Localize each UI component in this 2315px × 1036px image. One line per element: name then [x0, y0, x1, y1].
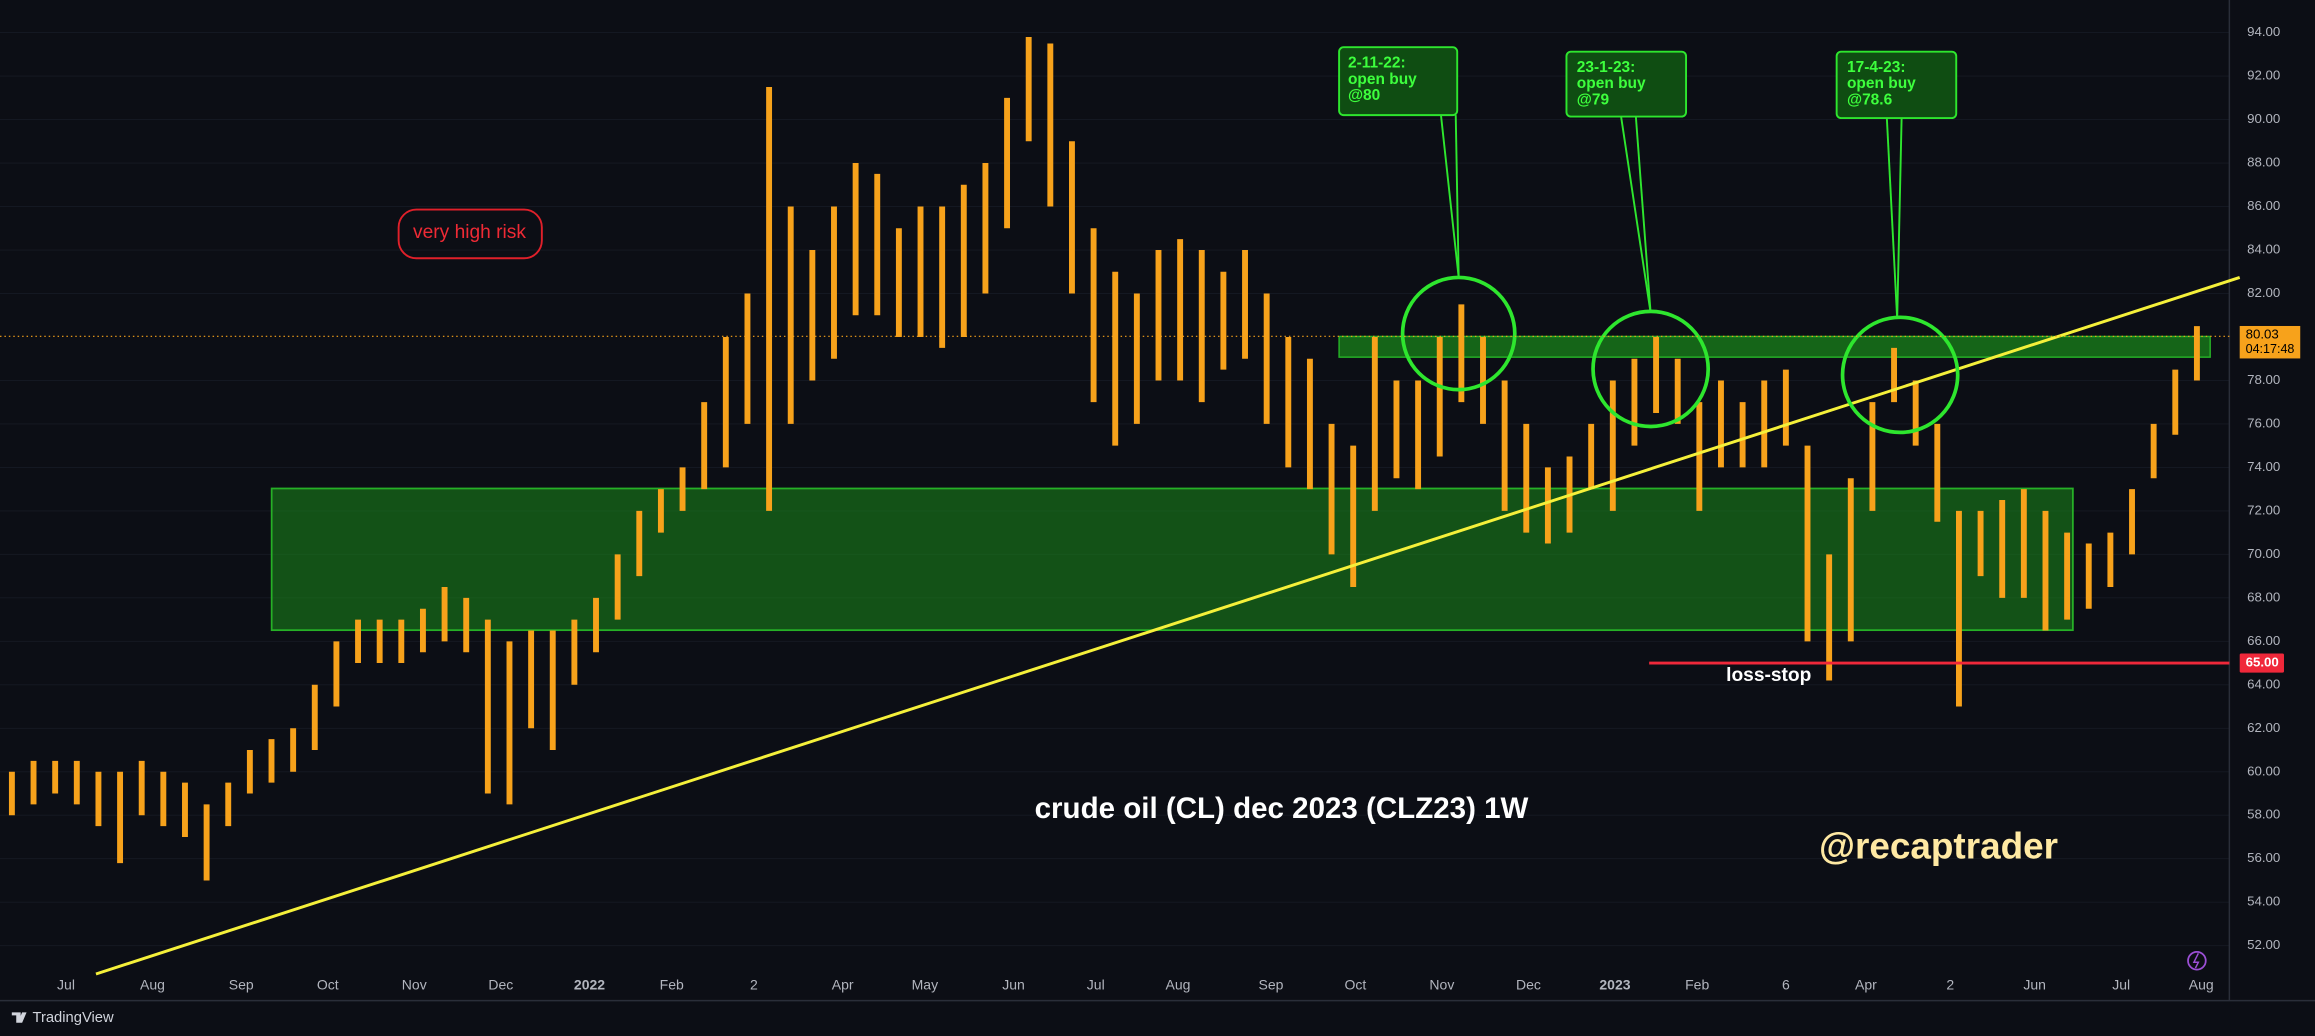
countdown: 04:17:48 — [2246, 342, 2295, 356]
last-price-box — [2239, 325, 2301, 359]
y-tick-label: 88.00 — [2247, 155, 2280, 170]
y-tick-label: 62.00 — [2247, 720, 2280, 735]
x-tick-label: Apr — [1855, 977, 1877, 993]
callout-text: 2-11-22: — [1348, 55, 1406, 72]
callout-text: open buy — [1847, 75, 1916, 92]
x-tick-label: Jul — [57, 977, 75, 993]
stop-box — [2239, 653, 2284, 673]
support-zone — [270, 487, 2074, 632]
pointer — [1454, 115, 1460, 278]
x-tick-label: Apr — [832, 977, 854, 993]
circle — [1400, 275, 1517, 392]
callout-text: @80 — [1348, 87, 1380, 104]
x-tick-label: 2023 — [1599, 977, 1630, 993]
x-tick-label: Jun — [2023, 977, 2046, 993]
x-tick-label: Sep — [229, 977, 254, 993]
watermark: @recaptrader — [1819, 825, 2058, 866]
x-tick-label: Feb — [660, 977, 684, 993]
callout-box — [1338, 46, 1459, 117]
callout-box — [1565, 50, 1688, 118]
y-tick-label: 94.00 — [2247, 24, 2280, 39]
pointer — [1620, 116, 1652, 314]
x-tick-label: Sep — [1259, 977, 1284, 993]
x-tick-label: Aug — [2189, 977, 2214, 993]
x-tick-label: Oct — [1344, 977, 1366, 993]
pointers — [1440, 115, 1903, 319]
risk-box — [397, 208, 543, 260]
x-tick-label: Dec — [488, 977, 513, 993]
brand-logo — [11, 1012, 27, 1023]
y-tick-label: 52.00 — [2247, 937, 2280, 952]
y-tick-label: 84.00 — [2247, 242, 2280, 257]
y-tick-label: 72.00 — [2247, 502, 2280, 517]
bars — [8, 36, 2200, 881]
callout-text: @79 — [1577, 91, 1610, 108]
stop-note: loss-stop — [1726, 665, 1811, 686]
y-tick-label: 86.00 — [2247, 198, 2280, 213]
x-tick-label: 2022 — [574, 977, 605, 993]
x-tick-label: 2 — [750, 977, 758, 993]
y-tick-label: 68.00 — [2247, 589, 2280, 604]
pointer — [1896, 118, 1903, 319]
y-tick-label: 66.00 — [2247, 633, 2280, 648]
alert-icon-bolt — [2192, 953, 2200, 969]
stop-label: 65.00 — [2246, 655, 2279, 670]
x-tick-label: May — [912, 977, 938, 993]
x-tick-label: Nov — [1429, 977, 1454, 993]
x-tick-label: Oct — [317, 977, 339, 993]
trendline — [95, 276, 2241, 976]
x-tick-label: Dec — [1516, 977, 1541, 993]
y-tick-label: 64.00 — [2247, 676, 2280, 691]
last-price-label: 80.03 — [2246, 326, 2279, 341]
x-tick-label: Aug — [1165, 977, 1190, 993]
y-tick-label: 90.00 — [2247, 111, 2280, 126]
x-tick-label: Nov — [402, 977, 427, 993]
callout-text: 23-1-23: — [1577, 59, 1636, 76]
callout-text: open buy — [1348, 71, 1417, 88]
callout-text: @78.6 — [1847, 91, 1893, 108]
y-tick-label: 60.00 — [2247, 763, 2280, 778]
circles — [1400, 275, 1960, 435]
y-tick-label: 70.00 — [2247, 546, 2280, 561]
circle — [1840, 315, 1960, 435]
pointer — [1634, 116, 1652, 313]
y-tick-label: 76.00 — [2247, 415, 2280, 430]
x-tick-label: Jul — [1087, 977, 1105, 993]
x-tick-label: 6 — [1782, 977, 1790, 993]
x-tick-label: 2 — [1946, 977, 1954, 993]
brand: TradingView — [32, 1010, 114, 1026]
y-tick-label: 78.00 — [2247, 372, 2280, 387]
y-tick-label: 82.00 — [2247, 285, 2280, 300]
callout-text: 17-4-23: — [1847, 59, 1906, 76]
alert-icon — [2187, 950, 2207, 971]
y-tick-label: 54.00 — [2247, 894, 2280, 909]
callouts: 2-11-22: open buy @80 23-1-23: open buy … — [1338, 46, 1958, 120]
chart-title: crude oil (CL) dec 2023 (CLZ23) 1W — [1035, 792, 1529, 825]
x-tick-label: Jul — [2112, 977, 2130, 993]
x-tick-label: Feb — [1685, 977, 1709, 993]
y-tick-label: 58.00 — [2247, 807, 2280, 822]
callout-text: open buy — [1577, 75, 1646, 92]
y-tick-label: 92.00 — [2247, 68, 2280, 83]
callout-box — [1835, 50, 1958, 120]
pointer — [1885, 118, 1899, 319]
y-tick-label: 56.00 — [2247, 850, 2280, 865]
x-tick-label: Aug — [140, 977, 165, 993]
x-tick-label: Jun — [1002, 977, 1025, 993]
risk-note: very high risk — [413, 222, 526, 243]
y-tick-label: 74.00 — [2247, 459, 2280, 474]
pointer — [1440, 115, 1460, 278]
resistance-zone — [1338, 335, 2211, 358]
